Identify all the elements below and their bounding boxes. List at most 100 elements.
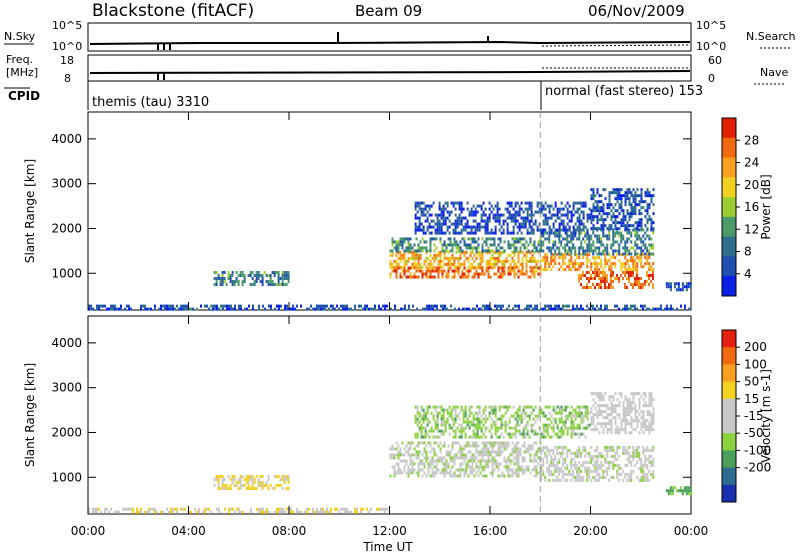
y-axis-title: Slant Range [km]	[23, 159, 37, 263]
data-cell	[521, 456, 524, 460]
data-cell	[429, 462, 432, 466]
data-cell	[644, 194, 647, 198]
data-cell	[595, 271, 598, 275]
data-cell	[544, 207, 547, 211]
data-cell	[644, 237, 647, 241]
data-cell	[580, 420, 583, 424]
data-cell	[600, 209, 603, 213]
data-cell	[513, 462, 516, 466]
data-cell	[538, 228, 541, 232]
data-cell	[591, 283, 594, 287]
data-cell	[516, 213, 519, 217]
data-cell	[380, 307, 382, 311]
data-cell	[465, 250, 468, 254]
data-cell	[593, 277, 596, 281]
data-cell	[594, 425, 597, 429]
data-cell	[267, 475, 270, 479]
data-cell	[472, 219, 475, 223]
data-cell	[638, 221, 641, 225]
data-cell	[626, 478, 629, 482]
data-cell	[356, 510, 358, 514]
data-cell	[568, 234, 571, 238]
data-cell	[589, 274, 592, 278]
data-cell	[529, 456, 532, 460]
data-cell	[497, 266, 500, 270]
data-cell	[399, 275, 402, 279]
data-cell	[471, 262, 474, 266]
data-cell	[348, 307, 350, 311]
data-cell	[477, 246, 480, 250]
colorbar-tick-label: 200	[744, 340, 767, 354]
colorbar-swatch	[722, 347, 736, 365]
data-cell	[498, 213, 501, 217]
data-cell	[603, 277, 606, 281]
data-cell	[407, 474, 410, 478]
data-cell	[592, 191, 595, 195]
data-cell	[430, 429, 433, 433]
data-cell	[346, 507, 348, 511]
data-cell	[275, 484, 278, 488]
data-cell	[593, 271, 596, 275]
data-cell	[190, 307, 192, 311]
data-cell	[550, 454, 553, 458]
data-cell	[287, 475, 290, 479]
data-cell	[640, 194, 643, 198]
data-cell	[570, 405, 573, 409]
data-cell	[487, 269, 490, 273]
data-cell	[652, 445, 655, 449]
data-cell	[608, 463, 611, 467]
data-cell	[440, 225, 443, 229]
data-cell	[415, 269, 418, 273]
data-cell	[552, 426, 555, 430]
data-cell	[636, 252, 639, 256]
data-cell	[640, 262, 643, 266]
data-cell	[395, 441, 398, 445]
data-cell	[624, 194, 627, 198]
data-cell	[647, 283, 650, 287]
data-cell	[528, 219, 531, 223]
data-cell	[564, 405, 567, 409]
data-cell	[405, 462, 408, 466]
data-cell	[513, 447, 516, 451]
data-cell	[484, 207, 487, 211]
data-cell	[578, 256, 581, 260]
data-cell	[439, 237, 442, 241]
data-cell	[630, 231, 633, 235]
data-cell	[130, 307, 132, 311]
data-cell	[534, 307, 536, 311]
data-cell	[574, 262, 577, 266]
data-cell	[612, 231, 615, 235]
data-cell	[479, 471, 482, 475]
data-cell	[438, 411, 441, 415]
data-cell	[578, 268, 581, 272]
data-cell	[480, 307, 482, 311]
data-cell	[536, 228, 539, 232]
data-cell	[560, 411, 563, 415]
data-cell	[632, 209, 635, 213]
data-cell	[560, 219, 563, 223]
data-cell	[441, 272, 444, 276]
colorbar-tick-label: 28	[744, 133, 759, 147]
station-title: Blackstone (fitACF)	[92, 1, 254, 21]
data-cell	[518, 207, 521, 211]
data-cell	[464, 426, 467, 430]
data-cell	[437, 444, 440, 448]
data-cell	[524, 222, 527, 226]
data-cell	[460, 426, 463, 430]
data-cell	[239, 484, 242, 488]
data-cell	[491, 266, 494, 270]
data-cell	[443, 249, 446, 253]
data-cell	[463, 272, 466, 276]
data-cell	[525, 253, 528, 257]
data-cell	[552, 240, 555, 244]
data-cell	[628, 252, 631, 256]
data-cell	[475, 456, 478, 460]
data-cell	[234, 510, 236, 514]
data-cell	[624, 410, 627, 414]
data-cell	[466, 231, 469, 235]
data-cell	[217, 478, 220, 482]
data-cell	[500, 426, 503, 430]
data-cell	[572, 432, 575, 436]
data-cell	[415, 237, 418, 241]
data-cell	[391, 240, 394, 244]
